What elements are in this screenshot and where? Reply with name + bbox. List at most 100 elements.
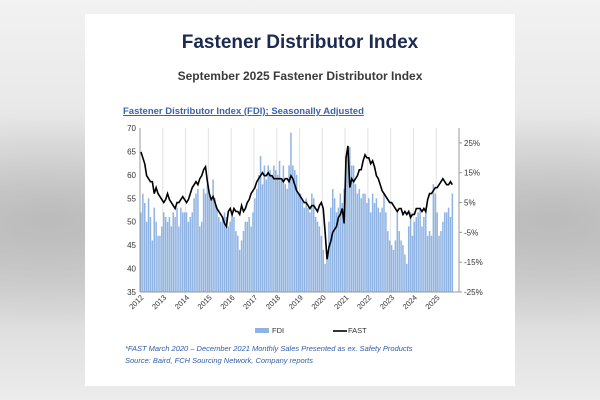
- fdi-bar: [407, 226, 410, 292]
- fdi-bar: [240, 240, 243, 292]
- fdi-bar: [261, 184, 264, 292]
- fdi-bar: [387, 231, 389, 292]
- fdi-bar: [362, 193, 364, 292]
- fdi-bar: [204, 193, 207, 292]
- fdi-bar: [385, 212, 387, 292]
- fdi-bar: [210, 198, 212, 292]
- fdi-bar: [181, 212, 184, 292]
- fdi-bar: [282, 165, 285, 292]
- fdi-bar: [425, 207, 427, 292]
- x-tick-label: 2021: [332, 293, 350, 311]
- fdi-bar: [330, 207, 332, 292]
- fdi-bar: [443, 212, 446, 292]
- fdi-bar: [189, 217, 192, 292]
- fdi-bar: [390, 245, 393, 292]
- footnote: *FAST March 2020 – December 2021 Monthly…: [125, 344, 413, 353]
- fdi-bar: [318, 226, 321, 292]
- fdi-bar: [413, 221, 416, 292]
- fdi-bar: [162, 212, 165, 292]
- fdi-bar: [301, 198, 304, 292]
- fdi-bar: [373, 202, 376, 292]
- fdi-bar: [265, 179, 268, 292]
- fdi-bar: [231, 212, 233, 292]
- fdi-bar: [303, 207, 306, 292]
- fdi-bar: [383, 193, 385, 292]
- fdi-bar: [371, 193, 374, 292]
- left-tick-label: 35: [127, 288, 136, 297]
- fdi-bar: [212, 179, 214, 292]
- fdi-bar: [324, 263, 326, 292]
- fdi-bar: [140, 212, 142, 292]
- fdi-bar: [305, 198, 307, 292]
- fdi-bar: [206, 184, 209, 292]
- x-tick-label: 2015: [196, 293, 214, 311]
- fdi-bar: [402, 245, 404, 292]
- fdi-bar: [216, 207, 218, 292]
- fdi-bar: [445, 212, 448, 292]
- fdi-bar: [314, 217, 317, 292]
- fdi-bar: [178, 226, 180, 292]
- fdi-bar: [339, 193, 342, 292]
- x-tick-label: 2020: [310, 293, 328, 311]
- fdi-bar: [392, 249, 395, 292]
- fdi-bar: [409, 212, 412, 292]
- fdi-bar: [394, 240, 397, 292]
- x-tick-label: 2022: [355, 293, 373, 311]
- fdi-bar: [200, 221, 203, 292]
- fdi-bar: [442, 221, 444, 292]
- fdi-bar: [411, 235, 414, 292]
- fdi-bar: [364, 193, 366, 292]
- fdi-bar: [347, 146, 349, 292]
- page-subtitle: September 2025 Fastener Distributor Inde…: [177, 69, 423, 83]
- x-tick-label: 2017: [241, 293, 259, 311]
- fdi-bar: [238, 249, 241, 292]
- fdi-bar: [295, 174, 298, 292]
- fdi-bar: [343, 188, 345, 292]
- legend-fdi-swatch: [255, 328, 269, 333]
- fdi-bar: [430, 235, 433, 292]
- fdi-bar: [208, 193, 211, 292]
- right-tick-label: 15%: [464, 169, 480, 178]
- right-tick-label: 5%: [464, 199, 476, 208]
- right-tick-label: 25%: [464, 139, 480, 148]
- fdi-bar: [143, 202, 146, 292]
- fdi-bar: [149, 217, 152, 292]
- fdi-bar: [176, 207, 178, 292]
- fdi-bar: [153, 207, 156, 292]
- fdi-bar: [185, 212, 188, 292]
- fdi-bar: [225, 217, 228, 292]
- fdi-bar: [142, 193, 144, 292]
- fdi-bar: [350, 165, 353, 292]
- fdi-bar: [214, 198, 216, 292]
- fdi-bar: [451, 193, 454, 292]
- page-title: Fastener Distributor Index: [181, 32, 419, 53]
- fdi-bar: [157, 235, 159, 292]
- fdi-bar: [349, 146, 351, 292]
- fdi-bar: [223, 212, 226, 292]
- fdi-bar: [275, 170, 277, 292]
- fdi-bar: [159, 235, 161, 292]
- fdi-bar: [250, 226, 252, 292]
- left-tick-label: 70: [127, 124, 136, 133]
- fdi-bar: [293, 170, 296, 292]
- x-tick-label: 2016: [218, 293, 236, 311]
- fdi-bar: [419, 207, 421, 292]
- fdi-bar: [326, 249, 328, 292]
- fdi-bar: [432, 184, 435, 292]
- fdi-bar: [278, 160, 281, 292]
- fdi-bar: [271, 174, 273, 292]
- fdi-bar: [292, 165, 294, 292]
- fdi-bar: [170, 226, 173, 292]
- fdi-bar: [280, 179, 283, 292]
- fdi-bar: [406, 263, 408, 292]
- left-tick-label: 65: [127, 147, 136, 156]
- right-tick-label: -25%: [464, 288, 483, 297]
- fdi-bar: [381, 207, 383, 292]
- fdi-bar: [312, 198, 315, 292]
- fdi-bar: [183, 212, 186, 292]
- fdi-bar: [290, 132, 292, 292]
- fdi-bar: [335, 212, 338, 292]
- fdi-bar: [273, 165, 275, 292]
- fdi-bar: [426, 235, 429, 292]
